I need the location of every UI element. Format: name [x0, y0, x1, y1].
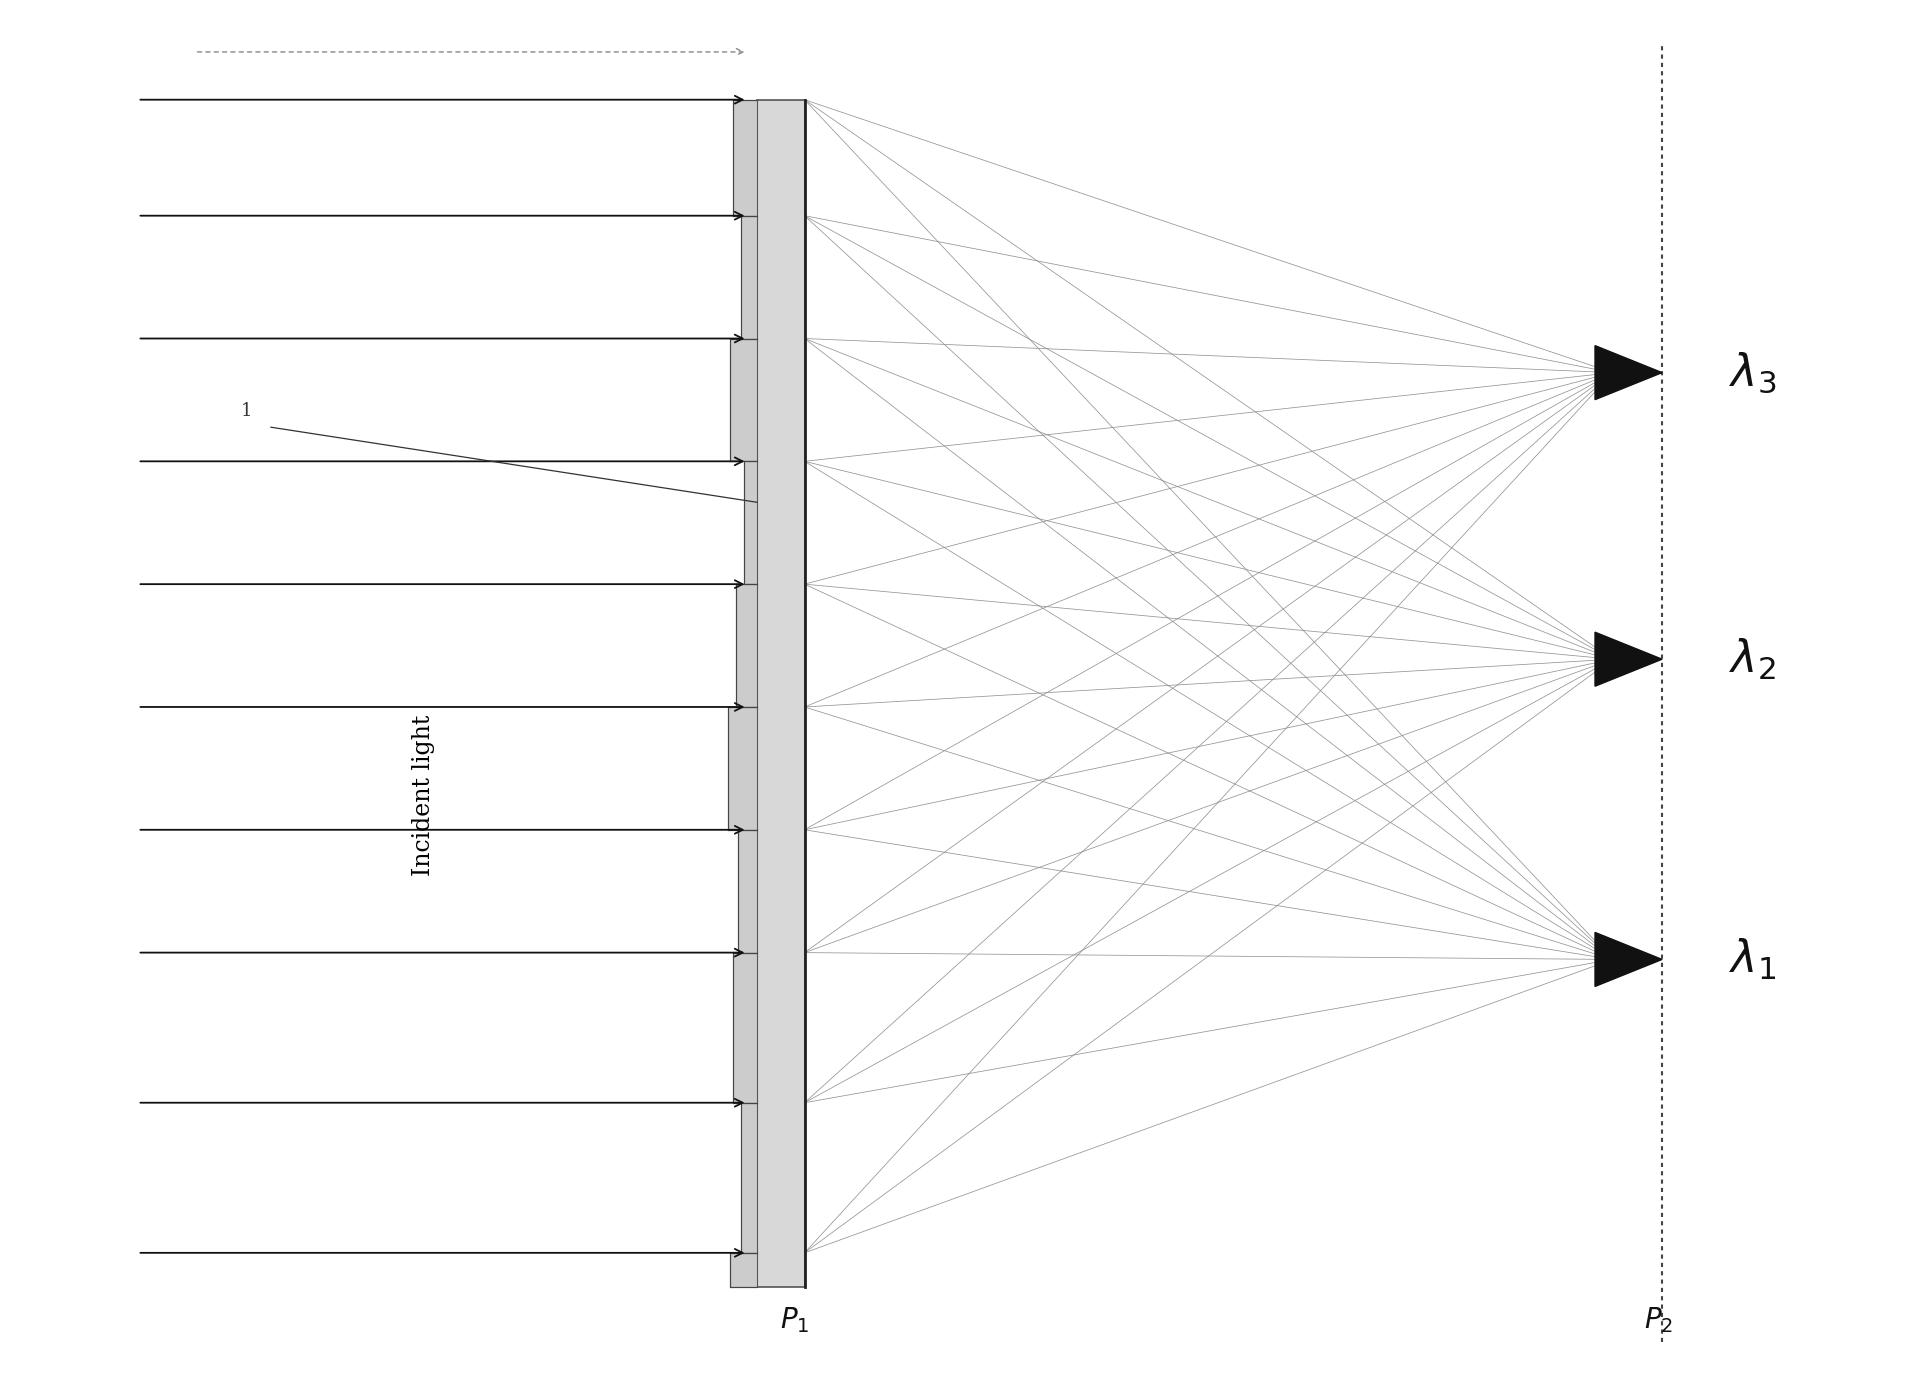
Bar	[741, 1103, 756, 1252]
Text: $\lambda_{1}$: $\lambda_{1}$	[1728, 936, 1776, 982]
Bar	[731, 1252, 756, 1287]
Bar	[739, 829, 756, 953]
Bar	[733, 953, 756, 1103]
Bar	[735, 584, 756, 707]
Polygon shape	[1594, 632, 1661, 686]
Bar	[743, 461, 756, 584]
Text: 1: 1	[241, 402, 253, 420]
Text: $P_2$: $P_2$	[1644, 1304, 1673, 1335]
Text: Incident light: Incident light	[412, 715, 434, 876]
Bar	[741, 216, 756, 339]
Bar	[756, 100, 804, 1287]
Bar	[731, 339, 756, 461]
Polygon shape	[1594, 346, 1661, 400]
Polygon shape	[1594, 932, 1661, 986]
Text: $P_1$: $P_1$	[781, 1304, 810, 1335]
Text: $\lambda_{2}$: $\lambda_{2}$	[1728, 637, 1776, 682]
Bar	[733, 100, 756, 216]
Text: $\lambda_{3}$: $\lambda_{3}$	[1728, 350, 1776, 395]
Bar	[727, 707, 756, 829]
